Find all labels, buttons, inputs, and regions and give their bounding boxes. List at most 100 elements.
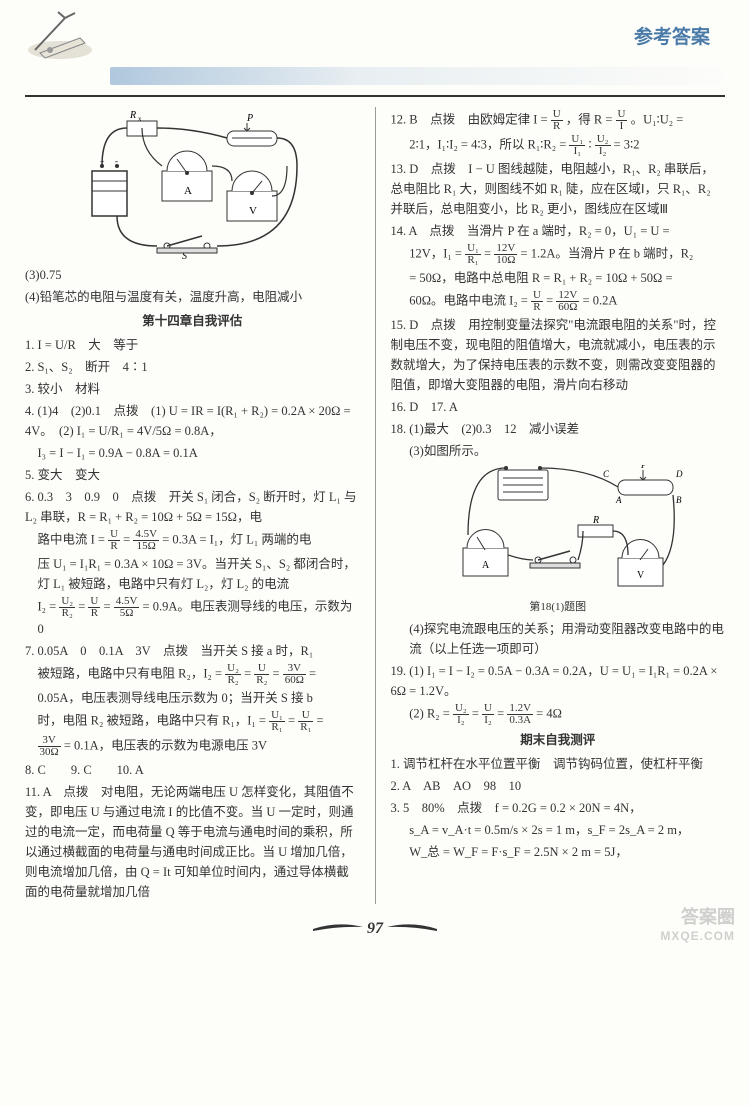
q7-line2: 被短路，电路中只有电阻 R₂，I₂ = U₂R₂ = UR₂ = 3V60Ω = [25, 663, 360, 686]
q7a: 7. 0.05A 0 0.1A 3V 点拨 当开关 S 接 a 时，R₁ [25, 641, 360, 661]
frac: UR₂ [254, 663, 269, 686]
watermark-url: MXQE.COM [660, 929, 735, 943]
q15: 15. D 点拨 用控制变量法探究"电流跟电阻的关系"时，控制电压不变，现电阻的… [391, 315, 726, 395]
q14a: 14. A 点拨 当滑片 P 在 a 端时，R₂ = 0，U₁ = U = [391, 221, 726, 241]
q4a: 4. (1)4 (2)0.1 点拨 (1) U = IR = I(R₁ + R₂… [25, 401, 360, 441]
t: = [472, 706, 482, 720]
frac: 12V60Ω [556, 290, 579, 313]
svg-text:A: A [615, 495, 622, 505]
frac: UI₂ [482, 703, 494, 726]
t: = [78, 599, 88, 613]
header-divider [25, 95, 725, 97]
svg-text:P: P [246, 113, 253, 124]
svg-text:A: A [482, 560, 490, 571]
q18c: (4)探究电流跟电压的关系；用滑动变阻器改变电路中的电流（以上任选一项即可） [391, 619, 726, 659]
t: 。U₁∶U₂ = [631, 112, 684, 126]
t: = 0.1A，电压表的示数为电源电压 3V [64, 738, 267, 752]
t: ∶ [588, 137, 591, 151]
f3a: 3. 5 80% 点拨 f = 0.2G = 0.2 × 20N = 4N， [391, 798, 726, 818]
right-column: 12. B 点拨 由欧姆定律 I = UR ，得 R = UI 。U₁∶U₂ =… [391, 107, 726, 904]
frac: 4.5V5Ω [114, 596, 140, 619]
q14e: = 50Ω，电路中总电阻 R = R₁ + R₂ = 10Ω + 50Ω = [391, 268, 726, 288]
q2: 2. S₁、S₂ 断开 4∶1 [25, 357, 360, 377]
final-heading: 期末自我测评 [391, 730, 726, 750]
t: = [546, 293, 556, 307]
q6d: = 0.3A = I₁，灯 L₁ 两端的电 [162, 532, 311, 546]
svg-text:V: V [637, 570, 645, 581]
header-title: 参考答案 [634, 22, 720, 49]
chapter14-heading: 第十四章自我评估 [25, 311, 360, 331]
q14-line2: 12V，I₁ = U₁R₁ = 12V10Ω = 1.2A。当滑片 P 在 b … [391, 243, 726, 266]
t: = [288, 713, 298, 727]
t: 被短路，电路中只有电阻 R₂，I₂ = [38, 666, 223, 680]
t: = [316, 713, 323, 727]
frac: UR [88, 596, 100, 619]
q14-line4: 60Ω。电路中电流 I₂ = UR = 12V60Ω = 0.2A [391, 290, 726, 313]
t: 60Ω。电路中电流 I₂ = [409, 293, 528, 307]
t: = [497, 706, 507, 720]
frac: UR [108, 529, 120, 552]
content-columns: +- Rx P A [0, 107, 750, 914]
q12-line2: 2∶1，I₁∶I₂ = 4∶3，所以 R₁∶R₂ = U₁I₁ ∶ U₂I₂ =… [391, 134, 726, 157]
f1: 1. 调节杠杆在水平位置平衡 调节钩码位置，使杠杆平衡 [391, 754, 726, 774]
frac: U₂R₂ [59, 596, 75, 619]
t: 2∶1，I₁∶I₂ = 4∶3，所以 R₁∶R₂ = [409, 137, 566, 151]
svg-text:-: - [115, 156, 118, 166]
answer-4: (4)铅笔芯的电阻与温度有关，温度升高，电阻减小 [25, 287, 360, 307]
t: = 4Ω [536, 706, 562, 720]
f3b: s_A = v_A·t = 0.5m/s × 2s = 1 m，s_F = 2s… [391, 820, 726, 840]
watermark-text: 答案圈 [681, 907, 735, 927]
t: ，得 R = [566, 112, 613, 126]
eq: = [123, 532, 133, 546]
circuit-diagram-1: +- Rx P A [72, 111, 312, 261]
frac: UI [616, 109, 628, 132]
q7f: 0.05A，电压表测导线电压示数为 0；当开关 S 接 b [25, 688, 360, 708]
t: = 3∶2 [614, 137, 640, 151]
column-divider [375, 107, 376, 904]
q16-17: 16. D 17. A [391, 397, 726, 417]
frac: UR [551, 109, 563, 132]
t: 12. B 点拨 由欧姆定律 I = [391, 112, 548, 126]
frac: 4.5V15Ω [133, 529, 159, 552]
t: = 0.2A [583, 293, 618, 307]
q5: 5. 变大 变大 [25, 465, 360, 485]
q13: 13. D 点拨 I − U 图线越陡，电阻越小，R₁、R₂ 串联后，总电阻比 … [391, 159, 726, 219]
svg-text:V: V [249, 205, 257, 217]
watermark: 答案圈 MXQE.COM [660, 903, 735, 943]
frac: UR [531, 290, 543, 313]
t: (2) R₂ = [409, 706, 450, 720]
q7-line4: 时，电阻 R₂ 被短路，电路中只有 R₁，I₁ = U₁R₁ = UR₁ = [25, 710, 360, 733]
t: = [104, 599, 114, 613]
header-ornament-icon [20, 8, 110, 63]
q7-line5: 3V30Ω = 0.1A，电压表的示数为电源电压 3V [25, 735, 360, 758]
svg-text:B: B [676, 495, 682, 505]
q6b: 路中电流 I = [38, 532, 105, 546]
q3: 3. 较小 材料 [25, 379, 360, 399]
t: = 1.2A。当滑片 P 在 b 端时，R₂ [521, 246, 694, 260]
frac: U₁I₁ [569, 134, 585, 157]
swoosh-right-icon [387, 920, 437, 932]
t: = [244, 666, 254, 680]
f2: 2. A AB AO 98 10 [391, 776, 726, 796]
frac: U₂I₂ [595, 134, 611, 157]
frac: U₂R₂ [225, 663, 241, 686]
frac: U₁R₁ [269, 710, 285, 733]
q1: 1. I = U/R 大 等于 [25, 335, 360, 355]
q6-line4: I₂ = U₂R₂ = UR = 4.5V5Ω = 0.9A。电压表测导线的电压… [25, 596, 360, 639]
t: = [273, 666, 283, 680]
q12-line1: 12. B 点拨 由欧姆定律 I = UR ，得 R = UI 。U₁∶U₂ = [391, 109, 726, 132]
q18a: 18. (1)最大 (2)0.3 12 减小误差 [391, 419, 726, 439]
answer-3: (3)0.75 [25, 265, 360, 285]
header-ribbon [110, 67, 730, 85]
q18b: (3)如图所示。 [391, 441, 726, 461]
frac: UR₁ [298, 710, 313, 733]
q8-10: 8. C 9. C 10. A [25, 760, 360, 780]
q4b: I₃ = I − I₁ = 0.9A − 0.8A = 0.1A [25, 443, 360, 463]
svg-text:x: x [138, 115, 142, 123]
q6a: 6. 0.3 3 0.9 0 点拨 开关 S₁ 闭合，S₂ 断开时，灯 L₁ 与… [25, 487, 360, 527]
page-footer: 97 [0, 914, 750, 953]
swoosh-left-icon [313, 920, 363, 932]
q19-line2: (2) R₂ = U₂I₂ = UI₂ = 1.2V0.3A = 4Ω [391, 703, 726, 726]
t: = [309, 666, 316, 680]
q6e: 压 U₁ = I₁R₁ = 0.3A × 10Ω = 3V。当开关 S₁、S₂ … [25, 554, 360, 594]
